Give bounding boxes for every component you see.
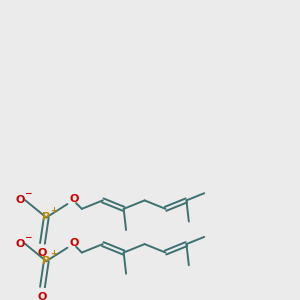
Text: O: O bbox=[38, 292, 47, 300]
Text: O: O bbox=[15, 239, 25, 249]
Text: O: O bbox=[15, 195, 25, 205]
Text: +: + bbox=[50, 206, 57, 215]
Text: O: O bbox=[70, 238, 79, 248]
Text: P: P bbox=[42, 212, 50, 223]
Text: +: + bbox=[50, 250, 57, 259]
Text: O: O bbox=[70, 194, 79, 204]
Text: −: − bbox=[24, 233, 32, 242]
Text: P: P bbox=[42, 256, 50, 266]
Text: −: − bbox=[24, 189, 32, 198]
Text: O: O bbox=[38, 248, 47, 258]
